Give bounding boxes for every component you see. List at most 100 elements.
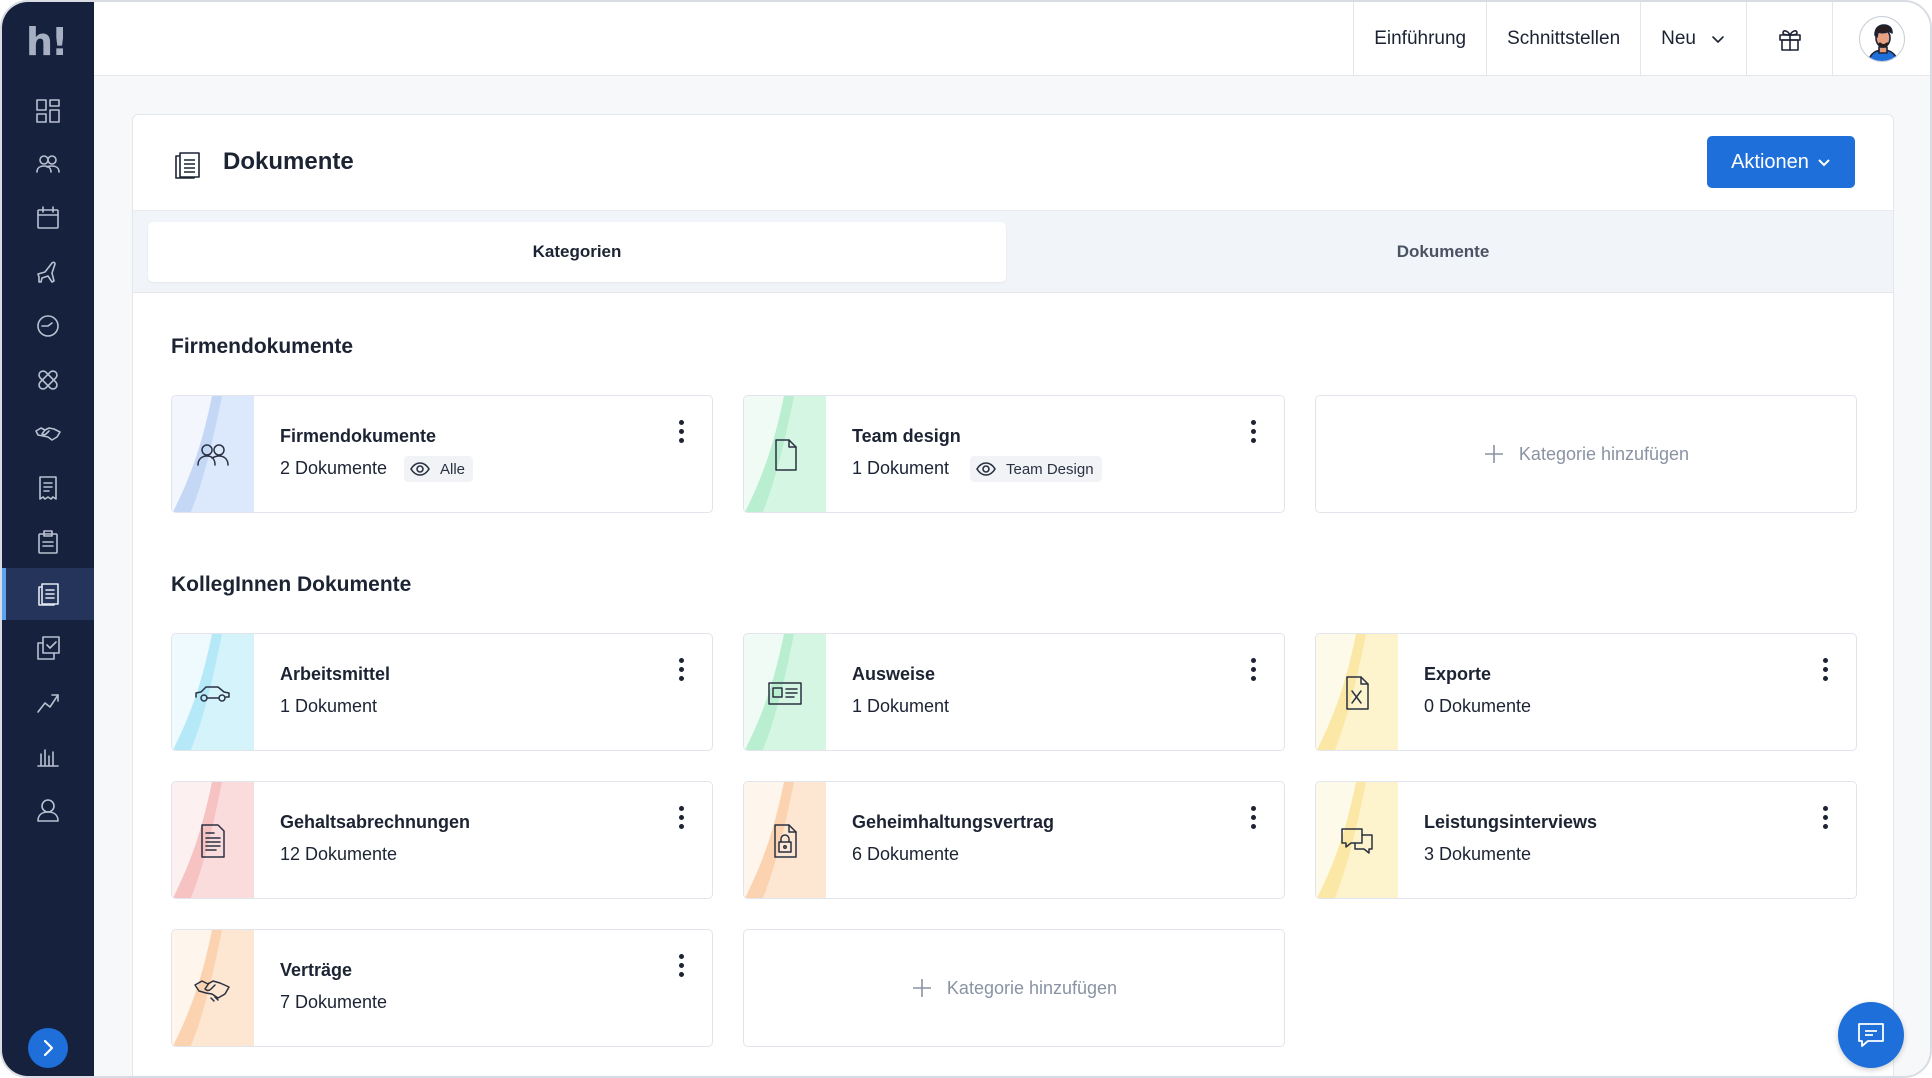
card-name: Gehaltsabrechnungen [280,812,471,832]
category-card[interactable]: Leistungsinterviews 3 Dokumente [1315,781,1857,899]
card-thumbnail [172,634,254,750]
category-card[interactable]: Verträge 7 Dokumente [171,929,713,1047]
actions-button-label: Aktionen [1731,150,1809,173]
card-menu-button[interactable] [1820,806,1830,832]
receipt-icon[interactable] [2,462,94,514]
card-thumbnail [744,634,826,750]
badge-label: Team Design [1006,460,1094,478]
card-count: 7 Dokumente [280,992,388,1012]
section-title-colleagues: KollegInnen Dokumente [171,573,412,596]
clock-icon[interactable] [2,300,94,352]
card-name: Ausweise [852,664,936,684]
chat-button[interactable] [1838,1002,1904,1068]
handshake-icon[interactable] [2,408,94,460]
eye-icon [410,462,430,476]
chart-icon[interactable] [2,730,94,782]
gift-icon [1778,30,1801,51]
new-dropdown[interactable]: Neu [1640,2,1746,76]
card-name: Verträge [280,960,353,980]
card-thumbnail [172,782,254,898]
add-category-label: Kategorie hinzufügen [946,977,1118,998]
person-icon[interactable] [2,784,94,836]
card-count: 1 Dokument [280,696,378,716]
card-count: 1 Dokument [852,458,950,478]
add-category-label: Kategorie hinzufügen [1518,443,1690,464]
add-category-button[interactable]: Kategorie hinzufügen [1315,395,1857,513]
card-thumbnail [744,396,826,512]
chevron-down-icon [1712,36,1724,43]
sidebar: h! [2,2,94,1076]
card-thumbnail [744,782,826,898]
top-bar: Einführung Schnittstellen Neu [94,2,1930,76]
category-card[interactable]: Arbeitsmittel 1 Dokument [171,633,713,751]
category-card[interactable]: Firmendokumente 2 Dokumente Alle [171,395,713,513]
plane-icon[interactable] [2,246,94,298]
card-menu-button[interactable] [1248,420,1258,446]
visibility-badge: Alle [404,456,474,482]
panel-header: Dokumente Aktionen [133,115,1893,211]
app-logo[interactable]: h! [26,20,68,64]
card-name: Arbeitsmittel [280,664,391,684]
category-card[interactable]: Team design 1 Dokument Team Design [743,395,1285,513]
documents-panel: Dokumente Aktionen Kategorien Dokumente … [132,114,1894,1076]
actions-button[interactable]: Aktionen [1707,136,1855,188]
user-menu[interactable] [1832,2,1930,76]
handshake-icon [193,969,233,1009]
card-count: 1 Dokument [852,696,950,716]
category-card[interactable]: Geheimhaltungsvertrag 6 Dokumente [743,781,1285,899]
category-card[interactable]: Ausweise 1 Dokument [743,633,1285,751]
chat-bubbles-icon [1337,821,1377,861]
card-thumbnail [1316,782,1398,898]
card-menu-button[interactable] [676,806,686,832]
interfaces-link[interactable]: Schnittstellen [1486,2,1640,76]
chat-icon [1858,1023,1884,1047]
plus-icon [1484,445,1503,463]
card-name: Exporte [1424,664,1492,684]
tab-categories[interactable]: Kategorien [148,222,1006,282]
card-menu-button[interactable] [1248,806,1258,832]
id-card-icon [765,673,805,713]
new-dropdown-label: Neu [1661,28,1696,49]
chevron-down-icon [1818,159,1830,167]
documents-icon[interactable] [2,568,94,620]
badge-label: Alle [440,460,466,478]
dashboard-icon[interactable] [2,85,94,137]
tab-bar: Kategorien Dokumente [133,211,1893,293]
visibility-badge: Team Design [970,456,1102,482]
card-count: 12 Dokumente [280,844,398,864]
clipboard-icon[interactable] [2,516,94,568]
locked-file-icon [765,821,805,861]
growth-icon[interactable] [2,676,94,728]
category-card[interactable]: Gehaltsabrechnungen 12 Dokumente [171,781,713,899]
card-count: 3 Dokumente [1424,844,1532,864]
bandage-icon[interactable] [2,354,94,406]
intro-link[interactable]: Einführung [1353,2,1486,76]
people-icon[interactable] [2,138,94,190]
category-card[interactable]: Exporte 0 Dokumente [1315,633,1857,751]
gift-button[interactable] [1746,2,1832,76]
file-icon [765,435,805,475]
card-menu-button[interactable] [676,658,686,684]
car-icon [193,673,233,713]
section-title-company: Firmendokumente [171,335,354,358]
calendar-icon[interactable] [2,192,94,244]
expand-sidebar-button[interactable] [28,1028,68,1068]
add-category-button[interactable]: Kategorie hinzufügen [743,929,1285,1047]
excel-file-icon [1337,673,1377,713]
card-count: 0 Dokumente [1424,696,1532,716]
documents-icon [171,149,203,181]
card-name: Firmendokumente [280,426,437,446]
checklist-icon[interactable] [2,622,94,674]
card-menu-button[interactable] [676,954,686,980]
eye-icon [976,462,996,476]
card-menu-button[interactable] [1820,658,1830,684]
card-menu-button[interactable] [676,420,686,446]
card-name: Team design [852,426,961,446]
plus-icon [912,979,931,997]
card-thumbnail [172,930,254,1046]
card-menu-button[interactable] [1248,658,1258,684]
card-count: 6 Dokumente [852,844,960,864]
card-thumbnail [172,396,254,512]
tab-documents[interactable]: Dokumente [1396,242,1490,261]
